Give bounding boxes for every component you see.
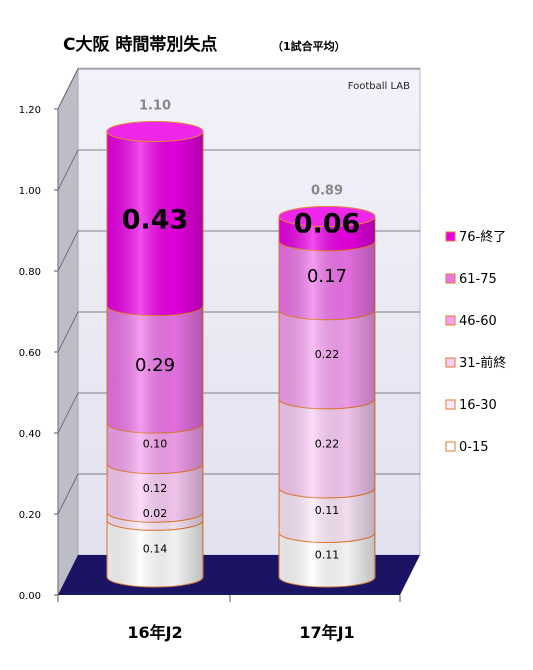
bar-top (106, 121, 204, 142)
bar-top-highlight (107, 121, 203, 142)
legend-item: 76-終了 (445, 229, 506, 245)
gridline-side (57, 392, 79, 434)
bar-segment-shade (107, 131, 203, 316)
data-label: 0.22 (315, 437, 340, 450)
data-label: 0.17 (307, 266, 347, 287)
legend-swatch (445, 399, 456, 410)
y-tick-label: 0.20 (19, 510, 41, 521)
x-tick-label: 16年J2 (127, 623, 182, 642)
data-label: 0.14 (143, 543, 168, 556)
data-label: 0.12 (143, 482, 168, 495)
bar-segment-shade (107, 423, 203, 474)
x-tick-label: 17年J1 (299, 623, 354, 642)
bar-segment-shade (107, 512, 203, 531)
data-label: 0.11 (315, 549, 340, 562)
bar-segment-shade (279, 398, 375, 498)
total-label: 0.89 (311, 184, 343, 199)
legend-label: 0-15 (459, 440, 489, 455)
bar-17年J1: 0.11 0.11 0.22 0.22 0.17 0.06 0.89 (278, 184, 376, 588)
gridline-side (57, 230, 79, 272)
bar-top (278, 206, 376, 228)
data-label: 0.11 (315, 504, 340, 517)
legend-label: 46-60 (459, 314, 497, 329)
y-axis: 0.00 0.20 0.40 0.60 0.80 1.00 1.20 (19, 105, 59, 602)
data-label: 0.02 (143, 507, 168, 520)
bar-segment-shade (107, 520, 203, 587)
legend-label: 61-75 (459, 272, 497, 287)
bar-segment-shade (107, 305, 203, 434)
y-tick-label: 1.20 (19, 105, 41, 116)
gridline-side (57, 311, 79, 353)
data-label: 0.22 (315, 348, 340, 361)
data-label: 0.06 (294, 208, 361, 239)
bar-16年J2: 0.14 0.02 0.12 0.10 0.29 0.43 1.10 (106, 99, 204, 588)
legend-item: 16-30 (445, 398, 497, 413)
bar-segment-shade (279, 240, 375, 320)
legend-item: 61-75 (445, 272, 497, 287)
legend-swatch (445, 441, 456, 452)
bar-segment-shade (279, 487, 375, 543)
data-label: 0.10 (143, 437, 168, 450)
gridline-side (57, 68, 79, 110)
bar-top-highlight (279, 206, 375, 227)
legend-swatch (445, 231, 456, 242)
y-tick-label: 0.40 (19, 429, 41, 440)
legend: 76-終了 61-75 46-60 31-前終 16-30 0-15 (445, 229, 506, 455)
bar-segment-shade (279, 216, 375, 251)
data-label: 0.29 (135, 355, 175, 376)
legend-swatch (445, 315, 456, 326)
bars: 0.14 0.02 0.12 0.10 0.29 0.43 1.10 0.11 0.11 0.22… (106, 99, 376, 588)
legend-swatch (445, 357, 456, 368)
y-tick-label: 0.80 (19, 267, 41, 278)
legend-item: 31-前終 (445, 355, 506, 371)
bar-segment-shade (279, 309, 375, 409)
legend-item: 46-60 (445, 314, 497, 329)
legend-label: 76-終了 (459, 229, 506, 245)
y-tick-label: 1.00 (19, 186, 41, 197)
gridline-side (57, 149, 79, 191)
y-tick-label: 0.60 (19, 348, 41, 359)
chart-subtitle: （1試合平均） (272, 39, 346, 53)
legend-swatch (445, 273, 456, 284)
bar-segment-shade (279, 532, 375, 587)
chart-title: C大阪 時間帯別失点 (63, 34, 217, 55)
x-axis: 16年J2 17年J1 (57, 595, 401, 642)
legend-item: 0-15 (445, 440, 489, 455)
data-label: 0.43 (122, 204, 189, 235)
bar-segment-shade (107, 463, 203, 523)
legend-label: 16-30 (459, 398, 497, 413)
total-label: 1.10 (139, 99, 171, 114)
gridline-side (57, 473, 79, 515)
watermark: Football LAB (348, 81, 410, 92)
legend-label: 31-前終 (459, 355, 506, 371)
y-tick-label: 0.00 (19, 591, 41, 602)
